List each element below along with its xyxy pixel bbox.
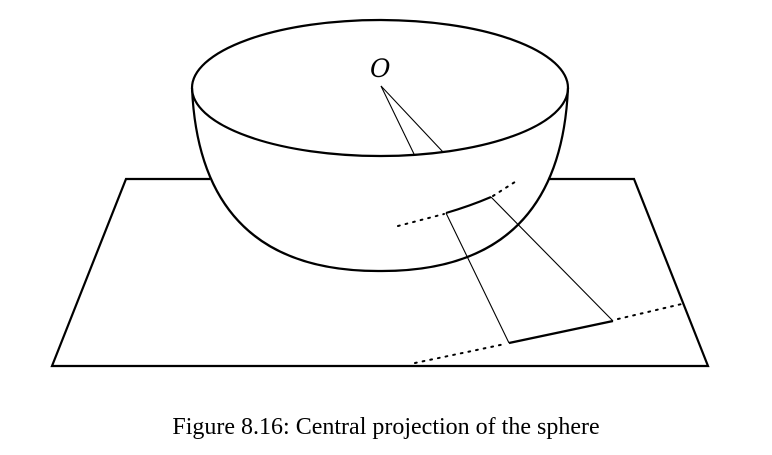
sphere-arc-segment (445, 195, 492, 215)
ray-right-to-plane (490, 196, 614, 322)
hemisphere-rim (190, 18, 570, 158)
ray-to-rim-right (380, 85, 444, 153)
plane-outline (50, 177, 710, 368)
sphere-arc-dotted-left (397, 213, 445, 227)
projection-rays (380, 85, 614, 344)
hemisphere-body (190, 87, 570, 273)
plane-line-dotted-left (414, 343, 506, 364)
diagram-canvas: O (50, 18, 710, 368)
figure-caption: Figure 8.16: Central projection of the s… (172, 414, 600, 440)
center-label: O (370, 54, 391, 83)
sphere-arc-dotted-right (492, 179, 519, 197)
plane-projected-segment (508, 319, 614, 345)
plane-line-dotted-right (617, 302, 687, 320)
ray-to-rim-left (380, 85, 415, 155)
central-projection-figure: O (50, 18, 710, 368)
ray-left-to-plane (445, 212, 510, 344)
